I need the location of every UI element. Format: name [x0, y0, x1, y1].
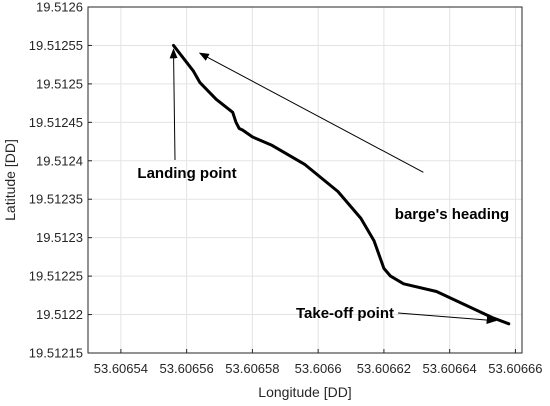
annotations-group: Landing point barge's heading Take-off poi… — [137, 48, 509, 324]
x-tick-label: 53.60654 — [94, 361, 148, 376]
x-tick-label: 53.60656 — [160, 361, 214, 376]
x-tick-label: 53.60664 — [423, 361, 477, 376]
landing-point-label: Landing point — [137, 165, 236, 182]
take-off-point-arrow — [397, 312, 497, 324]
y-tick-label: 19.5124 — [36, 153, 83, 168]
take-off-point-label: Take-off point — [296, 305, 394, 322]
y-tick-label: 19.51235 — [29, 192, 83, 207]
trajectory-line — [172, 43, 511, 326]
y-tick-label: 19.51215 — [29, 346, 83, 361]
x-tick-label: 53.6066 — [295, 361, 342, 376]
barges-heading-label: barge's heading — [395, 206, 509, 223]
y-axis-ticks: 19.51215 19.5122 19.51225 19.5123 19.51235 19… — [29, 0, 92, 361]
x-tick-label: 53.60658 — [225, 361, 279, 376]
y-tick-label: 19.51245 — [29, 115, 83, 130]
barges-heading-arrow — [198, 52, 424, 173]
x-tick-label: 53.60662 — [357, 361, 411, 376]
x-tick-label: 53.60666 — [488, 361, 542, 376]
y-tick-label: 19.5126 — [36, 0, 83, 15]
y-tick-label: 19.51255 — [29, 38, 83, 53]
plot-area-frame — [87, 6, 523, 354]
y-tick-label: 19.51225 — [29, 269, 83, 284]
y-tick-label: 19.5122 — [36, 307, 83, 322]
x-axis-label: Longitude [DD] — [258, 384, 351, 400]
landing-point-arrow — [169, 48, 178, 161]
y-axis-label: Latitude [DD] — [2, 139, 18, 221]
series-group — [172, 43, 511, 326]
x-axis-ticks: 53.60654 53.60656 53.60658 53.6066 53.60662 5… — [94, 349, 543, 376]
y-tick-label: 19.5125 — [36, 76, 83, 91]
y-tick-label: 19.5123 — [36, 230, 83, 245]
